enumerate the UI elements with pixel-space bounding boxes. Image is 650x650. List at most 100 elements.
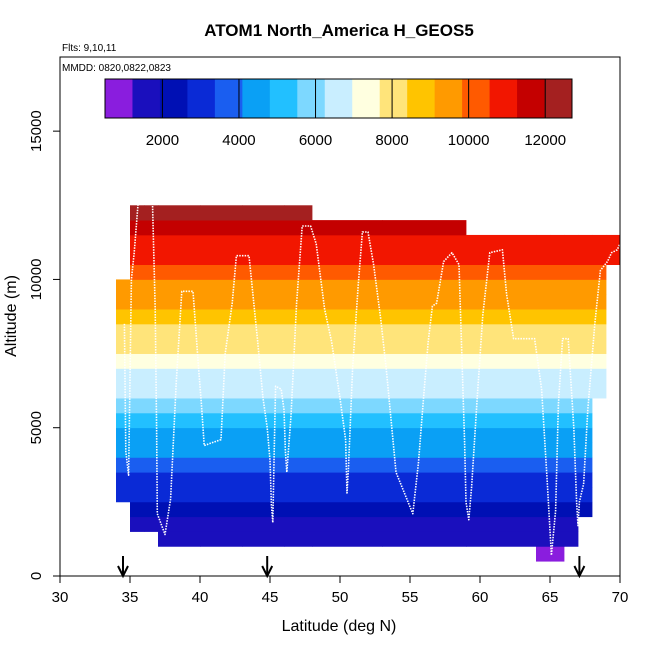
- heatmap-cell: [200, 338, 243, 354]
- colorbar-swatch: [544, 79, 573, 118]
- heatmap-cell: [564, 398, 579, 414]
- heatmap-cell: [130, 264, 145, 280]
- heatmap-cell: [242, 398, 285, 414]
- colorbar-swatch: [379, 79, 408, 118]
- heatmap-cell: [158, 323, 201, 340]
- heatmap-cell: [564, 264, 579, 280]
- heatmap-cell: [284, 427, 313, 443]
- heatmap-cell: [466, 383, 537, 399]
- colorbar-tick-label: 12000: [524, 132, 566, 149]
- heatmap-cell: [242, 323, 285, 340]
- heatmap-cell: [564, 442, 579, 458]
- heatmap-cell: [592, 323, 607, 340]
- heatmap-cell: [592, 234, 607, 251]
- heatmap-cell: [144, 234, 159, 251]
- heatmap-cell: [564, 338, 579, 354]
- heatmap-cell: [382, 398, 467, 414]
- heatmap-cell: [550, 264, 565, 280]
- heatmap-cell: [200, 294, 243, 310]
- heatmap-cell: [466, 472, 537, 488]
- heatmap-cell: [564, 309, 579, 325]
- heatmap-cell: [536, 383, 551, 399]
- heatmap-cell: [550, 442, 565, 458]
- heatmap-cell: [312, 516, 383, 532]
- heatmap-cell: [606, 234, 621, 251]
- heatmap-cell: [116, 353, 131, 369]
- heatmap-cell: [158, 249, 201, 265]
- heatmap-cell: [578, 487, 593, 503]
- heatmap-cell: [284, 516, 313, 532]
- y-axis: 0 5000 10000 15000: [28, 110, 60, 580]
- heatmap-cell: [158, 487, 201, 503]
- heatmap-cell: [592, 309, 607, 325]
- chart-title: ATOM1 North_America H_GEOS5: [204, 21, 474, 40]
- heatmap-cell: [382, 472, 467, 488]
- heatmap-cell: [130, 457, 145, 473]
- heatmap-cell: [144, 309, 159, 325]
- heatmap-cell: [158, 531, 201, 547]
- heatmap-cell: [200, 220, 243, 236]
- heatmap-cell: [200, 487, 243, 503]
- heatmap-cell: [550, 249, 565, 265]
- heatmap-cell: [382, 501, 467, 518]
- heatmap-cell: [536, 457, 551, 473]
- heatmap-cell: [564, 531, 579, 547]
- heatmap-cell: [592, 368, 607, 384]
- heatmap-cell: [312, 279, 383, 295]
- heatmap-cell: [312, 323, 383, 340]
- heatmap-cell: [536, 412, 551, 429]
- heatmap-cell: [242, 205, 285, 221]
- heatmap-cell: [578, 309, 593, 325]
- heatmap-cell: [116, 368, 131, 384]
- heatmap-cell: [550, 279, 565, 295]
- heatmap-cell: [564, 279, 579, 295]
- heatmap-cell: [312, 412, 383, 429]
- heatmap-cell: [158, 516, 201, 532]
- heatmap-cell: [284, 457, 313, 473]
- heatmap-cell: [536, 338, 551, 354]
- heatmap-cell: [242, 383, 285, 399]
- heatmap-cell: [382, 323, 467, 340]
- heatmap-cell: [130, 383, 145, 399]
- heatmap-cell: [564, 516, 579, 532]
- heatmap-cell: [536, 309, 551, 325]
- x-tick-label: 65: [542, 589, 559, 606]
- heatmap-cell: [144, 412, 159, 429]
- heatmap-cell: [200, 279, 243, 295]
- heatmap-cell: [242, 531, 285, 547]
- heatmap-cell: [536, 264, 551, 280]
- dates-note: MMDD: 0820,0822,0823: [62, 63, 171, 74]
- heatmap-cell: [382, 220, 467, 236]
- heatmap-cell: [466, 338, 537, 354]
- heatmap-cell: [130, 516, 145, 532]
- heatmap-cell: [578, 383, 593, 399]
- heatmap-cell: [242, 516, 285, 532]
- heatmap-cell: [242, 264, 285, 280]
- heatmap-cell: [312, 368, 383, 384]
- heatmap-cell: [284, 249, 313, 265]
- heatmap-cell: [158, 264, 201, 280]
- heatmap-cell: [130, 398, 145, 414]
- heatmap-cell: [564, 472, 579, 488]
- heatmap-cell: [382, 294, 467, 310]
- heatmap-cell: [116, 383, 131, 399]
- heatmap-cell: [550, 323, 565, 340]
- heatmap-cell: [466, 249, 537, 265]
- heatmap-cell: [200, 234, 243, 251]
- heatmap-cell: [200, 309, 243, 325]
- heatmap-cell: [144, 353, 159, 369]
- heatmap-cell: [550, 353, 565, 369]
- heatmap-cell: [144, 264, 159, 280]
- x-tick-label: 45: [262, 589, 279, 606]
- heatmap-cell: [382, 531, 467, 547]
- heatmap-cell: [284, 338, 313, 354]
- colorbar-swatch: [214, 79, 243, 118]
- y-axis-title: Altitude (m): [3, 275, 20, 357]
- heatmap-cell: [578, 368, 593, 384]
- heatmap-cell: [130, 427, 145, 443]
- heatmap-cell: [284, 294, 313, 310]
- x-tick-label: 50: [332, 589, 349, 606]
- heatmap-cell: [536, 279, 551, 295]
- heatmap-cell: [144, 383, 159, 399]
